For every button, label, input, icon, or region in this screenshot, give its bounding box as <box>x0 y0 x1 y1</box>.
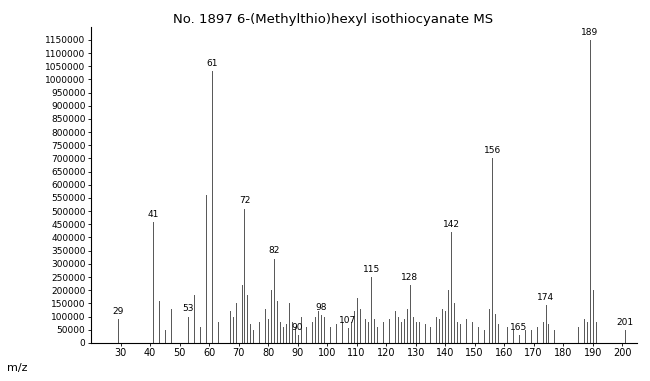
Text: 53: 53 <box>183 304 194 314</box>
Text: 61: 61 <box>206 59 218 68</box>
Text: 90: 90 <box>292 323 304 332</box>
Text: 142: 142 <box>443 220 460 229</box>
Text: 156: 156 <box>484 146 501 155</box>
Text: 174: 174 <box>537 293 554 301</box>
Text: No. 1897 6-(Methylthio)hexyl isothiocyanate MS: No. 1897 6-(Methylthio)hexyl isothiocyan… <box>173 13 493 26</box>
Text: 201: 201 <box>617 317 634 327</box>
Text: 165: 165 <box>510 323 528 332</box>
Text: m/z: m/z <box>6 363 27 373</box>
Text: 72: 72 <box>239 196 250 205</box>
Text: 128: 128 <box>401 273 419 282</box>
Text: 41: 41 <box>148 210 159 219</box>
Text: 29: 29 <box>112 307 124 316</box>
Text: 115: 115 <box>363 265 380 274</box>
Text: 82: 82 <box>268 247 280 255</box>
Text: 98: 98 <box>315 303 327 312</box>
Text: 189: 189 <box>581 28 599 37</box>
Text: 107: 107 <box>339 316 356 325</box>
